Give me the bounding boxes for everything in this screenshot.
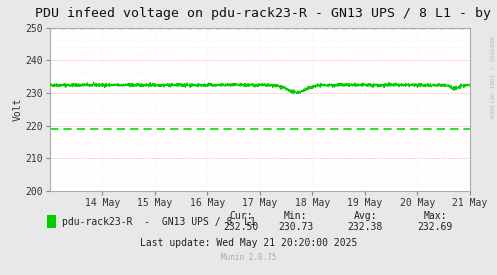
Text: Min:: Min:: [284, 211, 308, 221]
Text: Max:: Max:: [423, 211, 447, 221]
Text: 232.69: 232.69: [417, 222, 452, 232]
Text: 232.50: 232.50: [224, 222, 258, 232]
Text: 230.73: 230.73: [278, 222, 313, 232]
Text: 232.38: 232.38: [348, 222, 383, 232]
Text: Avg:: Avg:: [353, 211, 377, 221]
Text: Cur:: Cur:: [229, 211, 253, 221]
Text: RRDTOOL / TOBI OETIKER: RRDTOOL / TOBI OETIKER: [489, 36, 494, 118]
Text: Last update: Wed May 21 20:20:00 2025: Last update: Wed May 21 20:20:00 2025: [140, 238, 357, 248]
Y-axis label: Volt: Volt: [12, 98, 22, 121]
Text: PDU infeed voltage on pdu-rack23-R - GN13 UPS / 8 L1 - by week: PDU infeed voltage on pdu-rack23-R - GN1…: [35, 7, 497, 20]
Text: Munin 2.0.75: Munin 2.0.75: [221, 253, 276, 262]
Text: pdu-rack23-R  -  GN13 UPS / 8  L1: pdu-rack23-R - GN13 UPS / 8 L1: [62, 217, 256, 227]
